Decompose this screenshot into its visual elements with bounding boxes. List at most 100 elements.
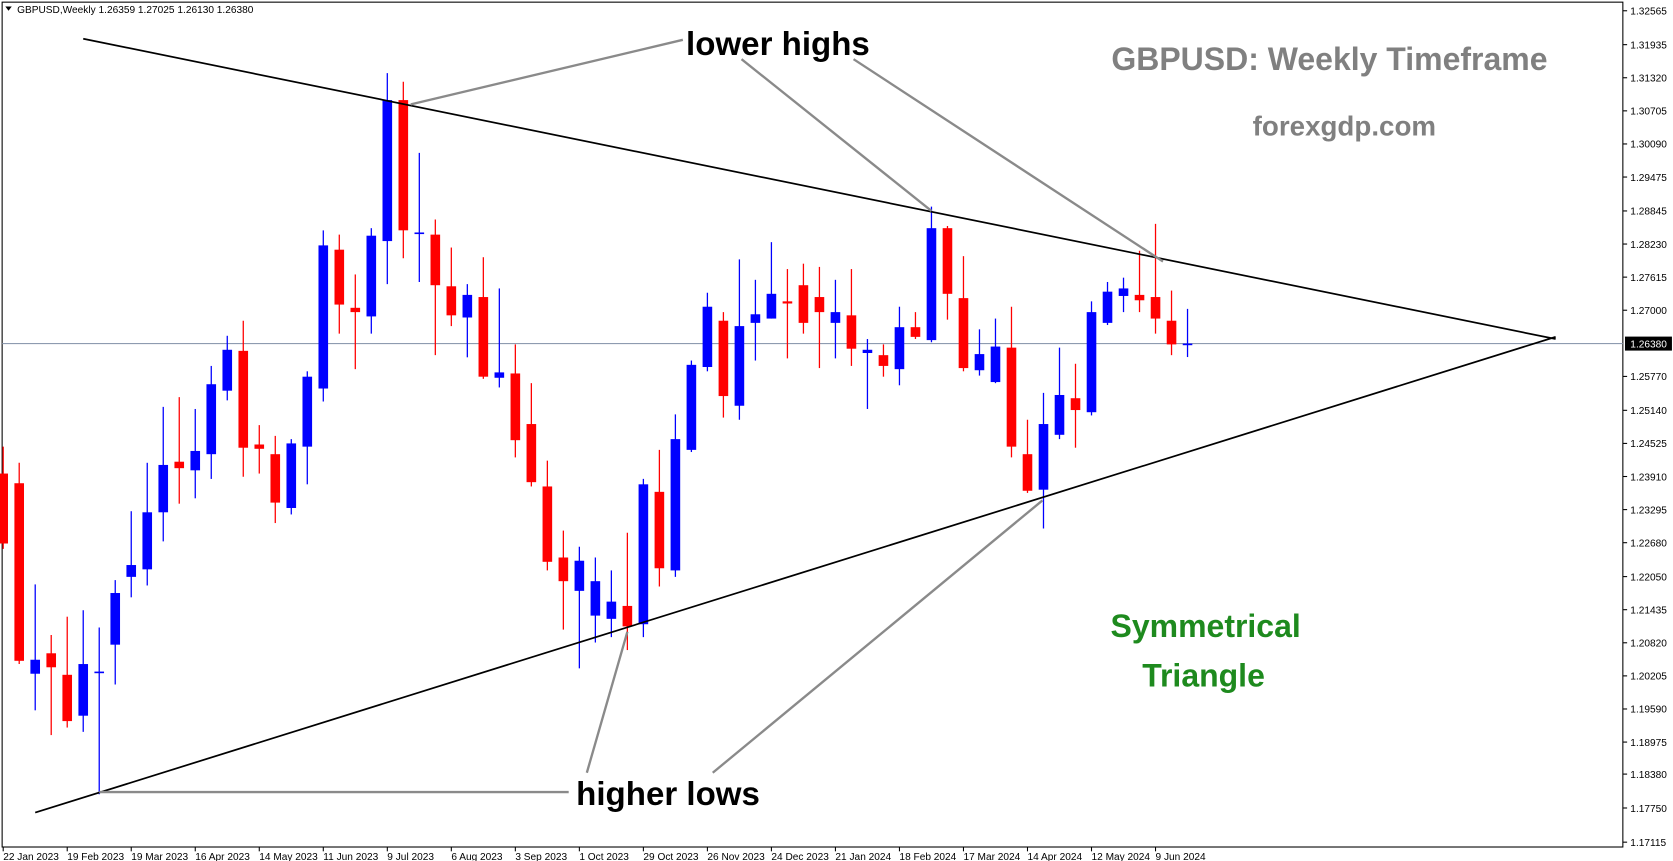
- candle-body: [414, 232, 425, 235]
- candle-body: [462, 294, 473, 318]
- price-label: 1.26380: [1630, 339, 1667, 350]
- x-tick-label: 9 Jun 2024: [1156, 852, 1206, 861]
- lower-trendline: [34, 336, 1556, 814]
- connector: [852, 58, 1164, 263]
- pattern-label: Triangle: [1142, 658, 1265, 694]
- candle-body: [702, 306, 713, 368]
- x-tick-label: 24 Dec 2023: [771, 852, 829, 861]
- connectors: [99, 38, 1164, 794]
- y-tick-label: 1.18380: [1630, 770, 1667, 781]
- y-tick-label: 1.30705: [1630, 107, 1667, 118]
- candle-body: [1070, 398, 1081, 411]
- y-tick-label: 1.25770: [1630, 372, 1667, 383]
- x-tick-label: 11 Jun 2023: [323, 852, 378, 861]
- candle-body: [830, 312, 841, 323]
- candle-body: [686, 364, 697, 450]
- connector: [711, 499, 1044, 774]
- candle-body: [526, 424, 537, 483]
- site-label: forexgdp.com: [1253, 110, 1436, 141]
- connector: [740, 58, 933, 212]
- open: 1.26359: [98, 5, 135, 16]
- y-tick-label: 1.21435: [1630, 605, 1667, 616]
- y-tick-label: 1.27000: [1630, 306, 1667, 317]
- candle-body: [46, 653, 57, 668]
- y-tick-label: 1.31320: [1630, 73, 1667, 84]
- candle-body: [126, 565, 137, 577]
- candle-body: [446, 286, 457, 316]
- y-tick-label: 1.20820: [1630, 639, 1667, 650]
- y-tick-label: 1.28230: [1630, 240, 1667, 251]
- candle-body: [590, 581, 601, 616]
- y-tick-label: 1.18975: [1630, 738, 1667, 749]
- candle-body: [270, 454, 281, 503]
- x-tick-label: 6 Aug 2023: [451, 852, 503, 861]
- y-tick-label: 1.32565: [1630, 6, 1667, 17]
- high: 1.27025: [138, 5, 175, 16]
- x-tick-label: 12 May 2024: [1092, 852, 1151, 861]
- candle-body: [942, 228, 953, 294]
- candles: [0, 73, 1623, 795]
- y-tick-label: 1.23910: [1630, 472, 1667, 483]
- candle-body: [782, 301, 793, 304]
- candle-body: [382, 100, 393, 242]
- y-tick-label: 1.27615: [1630, 273, 1667, 284]
- y-tick-label: 1.29475: [1630, 173, 1667, 184]
- y-tick-label: 1.17115: [1630, 838, 1666, 849]
- candle-body: [974, 354, 985, 371]
- x-tick-label: 18 Feb 2024: [899, 852, 956, 861]
- x-tick-label: 16 Apr 2023: [195, 852, 250, 861]
- candle-body: [1086, 312, 1097, 413]
- candle-body: [1054, 394, 1065, 435]
- higher-lows-label: higher lows: [576, 776, 760, 813]
- connector: [410, 38, 684, 106]
- annotations: lower highs higher lows GBPUSD: Weekly T…: [576, 26, 1547, 813]
- candle-body: [798, 285, 809, 323]
- candle-body: [558, 557, 569, 582]
- candle-body: [766, 293, 777, 319]
- candle-body: [238, 350, 249, 448]
- y-tick-label: 1.28845: [1630, 207, 1667, 218]
- candle-body: [222, 349, 233, 391]
- candle-body: [510, 373, 521, 441]
- candle-body: [654, 491, 665, 569]
- candle-body: [622, 605, 633, 627]
- y-tick-label: 1.19590: [1630, 705, 1667, 716]
- plot-frame: [1, 1, 1624, 848]
- x-tick-label: 26 Nov 2023: [707, 852, 765, 861]
- candle-body: [910, 327, 921, 337]
- price-label-box: [1624, 336, 1672, 351]
- candle-body: [734, 326, 745, 406]
- x-tick-label: 21 Jan 2024: [835, 852, 891, 861]
- menu-icon: [5, 6, 12, 11]
- symbol: GBPUSD,Weekly: [17, 5, 97, 16]
- candle-body: [1038, 424, 1049, 490]
- header-text: GBPUSD,Weekly 1.26359 1.27025 1.26130 1.…: [17, 5, 254, 16]
- candle-body: [846, 315, 857, 349]
- candle-body: [0, 473, 9, 544]
- candle-body: [430, 234, 441, 286]
- x-tick-label: 22 Jan 2023: [3, 852, 59, 861]
- candle-body: [1150, 297, 1161, 319]
- candle-body: [958, 298, 969, 369]
- candle-body: [1022, 454, 1033, 491]
- candle-body: [638, 484, 649, 625]
- chart-title: GBPUSD: Weekly Timeframe: [1111, 41, 1547, 77]
- candle-body: [14, 483, 25, 661]
- close: 1.26380: [217, 5, 254, 16]
- candle-body: [478, 297, 489, 377]
- x-tick-label: 1 Oct 2023: [579, 852, 629, 861]
- candle-body: [78, 664, 89, 716]
- y-tick-label: 1.31935: [1630, 40, 1667, 51]
- connector: [585, 631, 629, 774]
- candle-body: [542, 486, 553, 562]
- candle-body: [718, 320, 729, 397]
- candle-body: [670, 439, 681, 571]
- y-tick-label: 1.24525: [1630, 439, 1667, 450]
- candle-body: [206, 384, 217, 455]
- candle-body: [142, 512, 153, 570]
- candle-body: [606, 601, 617, 619]
- x-tick-label: 19 Mar 2023: [131, 852, 188, 861]
- candle-body: [286, 443, 297, 508]
- x-tick-label: 29 Oct 2023: [643, 852, 699, 861]
